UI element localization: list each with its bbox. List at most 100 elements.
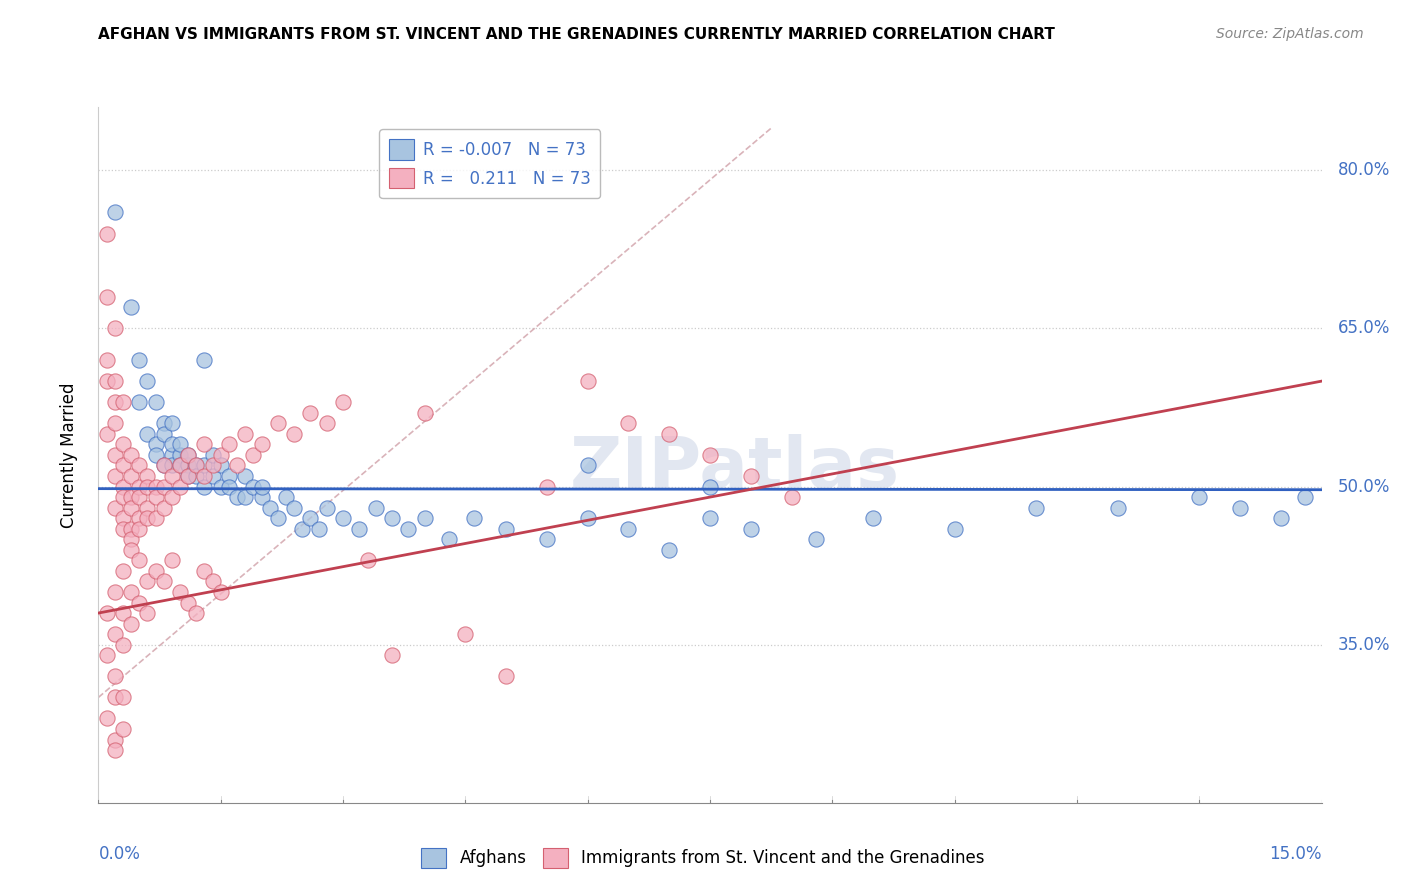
Y-axis label: Currently Married: Currently Married (59, 382, 77, 528)
Point (193, 437, 215, 451)
Point (128, 595, 150, 609)
Text: 50.0%: 50.0% (1339, 477, 1391, 496)
Point (169, 448, 191, 462)
Point (177, 469, 200, 483)
Point (193, 564, 215, 578)
Point (209, 458, 232, 473)
Point (104, 374, 127, 388)
Point (396, 522, 419, 536)
Point (120, 533, 142, 547)
Point (160, 417, 183, 431)
Text: Source: ZipAtlas.com: Source: ZipAtlas.com (1216, 27, 1364, 41)
Point (209, 479, 232, 493)
Point (250, 479, 273, 493)
Point (576, 458, 599, 473)
Point (169, 458, 191, 473)
Legend: R = -0.007   N = 73, R =   0.211   N = 73: R = -0.007 N = 73, R = 0.211 N = 73 (380, 129, 600, 198)
Point (209, 448, 232, 462)
Point (136, 500, 159, 515)
Point (186, 469, 208, 483)
Point (437, 533, 460, 547)
Point (299, 511, 322, 525)
Point (96, 648, 118, 663)
Point (193, 469, 215, 483)
Point (193, 353, 215, 368)
Point (145, 511, 167, 525)
Point (315, 500, 337, 515)
Point (332, 511, 354, 525)
Point (145, 564, 167, 578)
Point (780, 490, 803, 504)
Point (104, 627, 127, 641)
Point (152, 426, 174, 441)
Point (104, 321, 127, 335)
Text: AFGHAN VS IMMIGRANTS FROM ST. VINCENT AND THE GRENADINES CURRENTLY MARRIED CORRE: AFGHAN VS IMMIGRANTS FROM ST. VINCENT AN… (98, 27, 1056, 42)
Point (145, 395, 167, 409)
Point (177, 595, 200, 609)
Point (454, 627, 477, 641)
Point (804, 533, 827, 547)
Point (145, 437, 167, 451)
Point (160, 448, 183, 462)
Point (111, 458, 134, 473)
Point (160, 469, 183, 483)
Point (136, 426, 159, 441)
Point (104, 417, 127, 431)
Point (111, 564, 134, 578)
Point (617, 417, 640, 431)
Text: 15.0%: 15.0% (1270, 845, 1322, 863)
Text: ZIPatlas: ZIPatlas (569, 434, 900, 503)
Point (495, 522, 517, 536)
Point (152, 479, 174, 493)
Point (160, 490, 183, 504)
Point (536, 533, 558, 547)
Point (356, 553, 378, 567)
Point (128, 490, 150, 504)
Point (120, 616, 142, 631)
Point (193, 458, 215, 473)
Point (136, 374, 159, 388)
Point (177, 458, 200, 473)
Point (943, 522, 966, 536)
Point (111, 511, 134, 525)
Point (218, 479, 240, 493)
Point (576, 374, 599, 388)
Point (169, 458, 191, 473)
Point (96, 227, 118, 241)
Point (104, 743, 127, 757)
Point (332, 395, 354, 409)
Point (152, 574, 174, 589)
Point (242, 479, 264, 493)
Point (658, 426, 681, 441)
Point (201, 574, 224, 589)
Point (259, 500, 281, 515)
Text: 80.0%: 80.0% (1339, 161, 1391, 179)
Point (177, 469, 200, 483)
Point (111, 522, 134, 536)
Point (152, 500, 174, 515)
Point (209, 585, 232, 599)
Point (120, 448, 142, 462)
Point (136, 479, 159, 493)
Point (111, 606, 134, 620)
Point (104, 500, 127, 515)
Point (274, 490, 297, 504)
Point (283, 500, 305, 515)
Point (267, 417, 290, 431)
Point (120, 490, 142, 504)
Point (120, 469, 142, 483)
Point (96, 290, 118, 304)
Point (699, 511, 721, 525)
Point (96, 711, 118, 725)
Point (1188, 490, 1211, 504)
Point (218, 469, 240, 483)
Point (111, 479, 134, 493)
Point (226, 490, 249, 504)
Point (1025, 500, 1047, 515)
Point (250, 490, 273, 504)
Point (128, 395, 150, 409)
Point (495, 669, 517, 683)
Point (658, 542, 681, 557)
Point (1107, 500, 1129, 515)
Point (364, 500, 387, 515)
